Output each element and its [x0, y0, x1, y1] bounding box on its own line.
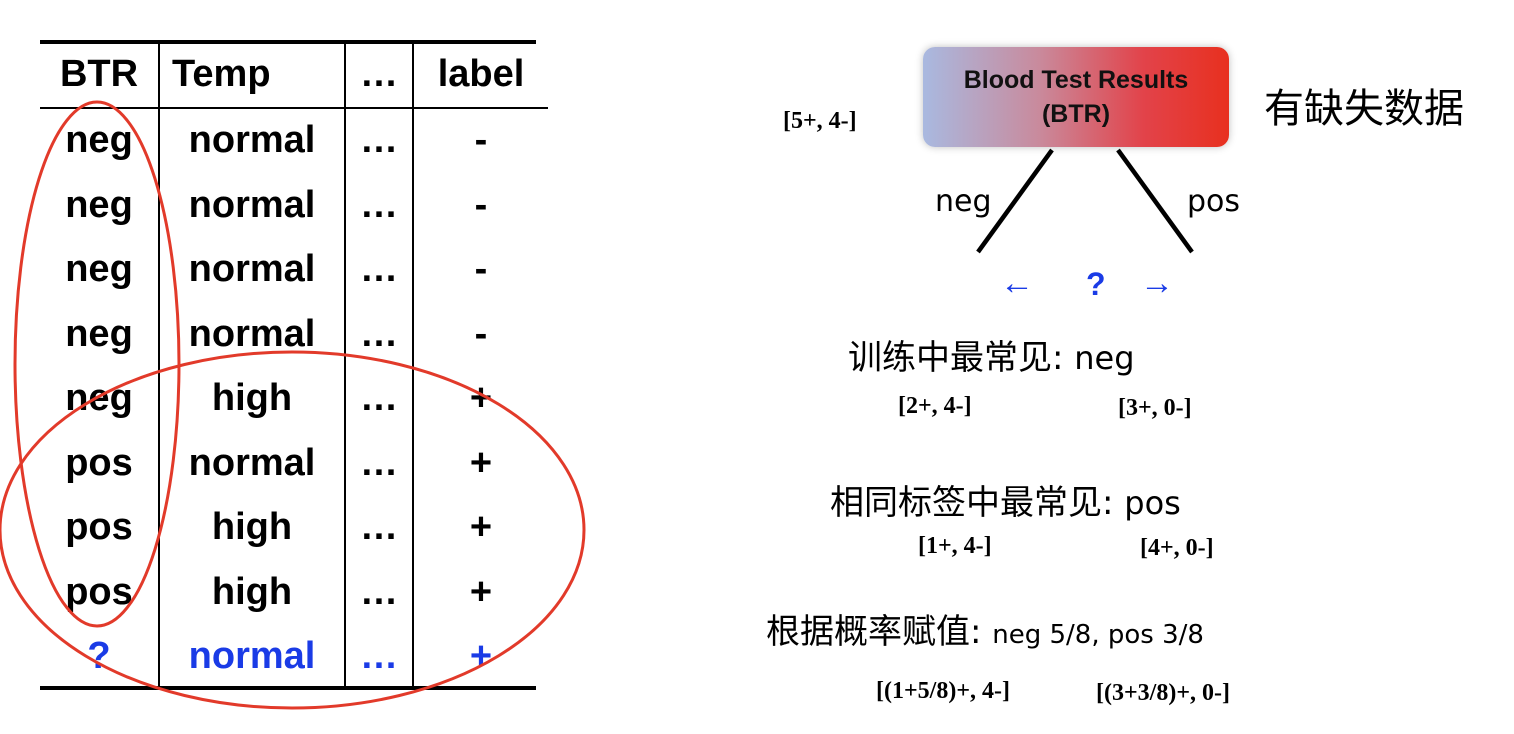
cell-temp: high [159, 495, 346, 560]
cell-ellipsis: … [345, 107, 414, 173]
table-row: neg normal … - [40, 237, 548, 302]
cell-label: - [474, 119, 488, 162]
cell-ellipsis: … [345, 560, 414, 625]
strategy-2-title: 相同标签中最常见: pos [830, 475, 1181, 524]
btr-node: Blood Test Results (BTR) [923, 47, 1229, 147]
left-branch-label: neg [935, 184, 992, 219]
question-mark: ? [1086, 266, 1106, 302]
strategy-3-value: neg 5/8, pos 3/8 [992, 620, 1204, 650]
cell-btr: pos [40, 431, 160, 496]
cell-label: + [469, 506, 493, 549]
cell-label: - [474, 312, 488, 355]
root-counts: [5+, 4-] [783, 108, 857, 134]
cell-ellipsis: … [345, 366, 414, 431]
strategy-3-left-counts: [(1+5/8)+, 4-] [876, 678, 1010, 704]
table-row: neg normal … - [40, 302, 548, 367]
strategy-1-value: neg [1074, 339, 1135, 377]
table-row-missing: ? normal … + [40, 624, 548, 689]
strategy-2-value: pos [1124, 484, 1181, 522]
cell-temp: high [159, 366, 346, 431]
cell-ellipsis: … [345, 624, 414, 689]
cell-btr: neg [40, 173, 160, 238]
strategy-1-label: 训练中最常见: [848, 338, 1075, 378]
data-table: BTR Temp … label neg normal … - neg norm… [40, 42, 548, 689]
table-row: pos normal … + [40, 431, 548, 496]
cell-ellipsis: … [345, 495, 414, 560]
strategy-1-left-counts: [2+, 4-] [898, 393, 972, 419]
strategy-1-right-counts: [3+, 0-] [1118, 395, 1192, 421]
tree-branches [976, 148, 1194, 254]
cell-temp: normal [159, 302, 346, 367]
strategy-2-label: 相同标签中最常见: [830, 483, 1125, 523]
positive-rows-ellipse [0, 350, 586, 710]
cell-btr: neg [40, 302, 160, 367]
cell-ellipsis: … [345, 302, 414, 367]
node-title: Blood Test Results [963, 66, 1189, 94]
cell-temp: normal [159, 431, 346, 496]
cell-temp: normal [159, 107, 346, 173]
btr-column-ellipse [13, 100, 181, 628]
cell-temp: normal [159, 173, 346, 238]
table-row: pos high … + [40, 560, 548, 625]
cell-ellipsis: … [345, 431, 414, 496]
strategy-3-right-counts: [(3+3/8)+, 0-] [1096, 680, 1230, 706]
table-header-row: BTR Temp … label [40, 42, 548, 109]
header-ellipsis: … [345, 42, 414, 109]
header-label: label [413, 42, 548, 109]
left-branch-line [976, 148, 1054, 254]
right-branch-label: pos [1187, 184, 1241, 219]
cell-btr: neg [40, 237, 160, 302]
cell-btr: pos [40, 560, 160, 625]
cell-btr: pos [40, 495, 160, 560]
node-subtitle: (BTR) [1041, 100, 1111, 128]
cell-label: - [474, 183, 488, 226]
strategy-1-title: 训练中最常见: neg [848, 330, 1135, 379]
cell-ellipsis: … [345, 173, 414, 238]
right-branch-line [1116, 148, 1194, 254]
cell-temp: normal [159, 237, 346, 302]
table-row: neg normal … - [40, 173, 548, 238]
cell-ellipsis: … [345, 237, 414, 302]
annotation-ellipses [0, 100, 586, 710]
cell-temp: high [159, 560, 346, 625]
cell-temp: normal [159, 624, 346, 689]
arrow-left-icon: ← [1000, 264, 1034, 302]
cell-label: + [469, 377, 493, 420]
cell-label: + [469, 570, 493, 613]
strategy-2-right-counts: [4+, 0-] [1140, 535, 1214, 561]
cell-label: + [469, 441, 493, 484]
strategy-3-label: 根据概率赋值: [766, 612, 993, 652]
missing-data-note: 有缺失数据 [1264, 86, 1464, 132]
header-btr: BTR [40, 42, 160, 109]
arrow-right-icon: → [1140, 264, 1174, 302]
cell-label: - [474, 248, 488, 291]
header-temp: Temp [159, 42, 346, 109]
table-row: pos high … + [40, 495, 548, 560]
cell-label: + [469, 635, 493, 678]
table-bottom-rule [40, 686, 536, 690]
strategy-3-title: 根据概率赋值: neg 5/8, pos 3/8 [766, 604, 1204, 653]
strategy-2-left-counts: [1+, 4-] [918, 533, 992, 559]
